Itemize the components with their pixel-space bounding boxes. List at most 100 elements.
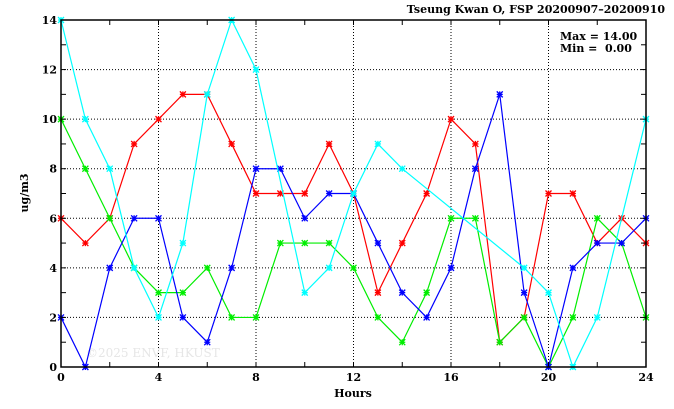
- data-point-blue: [496, 90, 504, 98]
- point-marker: [593, 214, 601, 222]
- data-point-green: [471, 214, 479, 222]
- data-point-cyan: [130, 264, 138, 272]
- point-marker: [545, 289, 552, 297]
- data-point-cyan: [81, 115, 89, 123]
- point-marker: [447, 214, 455, 222]
- y-tick-label: 4: [49, 262, 57, 275]
- point-marker: [545, 190, 552, 197]
- data-point-blue: [618, 239, 626, 247]
- point-marker: [130, 214, 138, 222]
- point-marker: [471, 140, 479, 148]
- point-marker: [301, 239, 309, 247]
- data-point-blue: [252, 165, 260, 173]
- data-point-blue: [325, 190, 333, 197]
- data-point-red: [81, 239, 89, 247]
- data-point-blue: [130, 214, 138, 222]
- point-marker: [252, 165, 260, 173]
- point-marker: [276, 190, 284, 197]
- point-marker: [276, 239, 284, 247]
- data-point-red: [423, 190, 431, 197]
- data-point-red: [155, 115, 162, 123]
- point-marker: [179, 90, 187, 98]
- point-marker: [374, 239, 382, 247]
- data-point-blue: [520, 289, 528, 297]
- point-marker: [203, 90, 211, 98]
- data-point-green: [276, 239, 284, 247]
- data-point-red: [276, 190, 284, 197]
- point-marker: [471, 214, 479, 222]
- data-point-green: [350, 264, 357, 272]
- data-point-green: [569, 313, 577, 321]
- series-green: [57, 115, 650, 371]
- point-marker: [398, 165, 406, 173]
- data-point-red: [130, 140, 138, 148]
- data-point-green: [81, 165, 89, 173]
- data-point-blue: [106, 264, 114, 272]
- x-tick-label: 24: [638, 371, 654, 384]
- grid: [61, 20, 646, 367]
- point-marker: [496, 338, 504, 346]
- data-point-green: [179, 289, 187, 297]
- point-marker: [569, 313, 577, 321]
- point-marker: [106, 214, 114, 222]
- point-marker: [374, 140, 382, 148]
- data-point-red: [325, 140, 333, 148]
- point-marker: [252, 313, 260, 321]
- point-marker: [520, 264, 528, 272]
- x-axis-label: Hours: [334, 387, 372, 400]
- data-point-cyan: [374, 140, 382, 148]
- point-marker: [155, 214, 162, 222]
- point-marker: [398, 289, 406, 297]
- data-point-cyan: [301, 289, 309, 297]
- data-point-cyan: [398, 165, 406, 173]
- point-marker: [471, 165, 479, 173]
- point-marker: [618, 239, 626, 247]
- x-tick-label: 0: [57, 371, 65, 384]
- y-tick-label: 10: [42, 113, 58, 126]
- point-marker: [130, 140, 138, 148]
- y-tick-label: 12: [42, 64, 57, 77]
- data-point-red: [179, 90, 187, 98]
- point-marker: [325, 239, 333, 247]
- point-marker: [179, 313, 187, 321]
- point-marker: [252, 66, 260, 74]
- y-tick-label: 8: [49, 163, 57, 176]
- data-point-blue: [374, 239, 382, 247]
- point-marker: [325, 140, 333, 148]
- point-marker: [81, 239, 89, 247]
- x-tick-label: 12: [346, 371, 361, 384]
- point-marker: [106, 264, 114, 272]
- data-point-red: [471, 140, 479, 148]
- data-point-green: [252, 313, 260, 321]
- point-marker: [350, 264, 357, 272]
- data-point-red: [398, 239, 406, 247]
- point-marker: [179, 239, 187, 247]
- data-point-green: [398, 338, 406, 346]
- data-point-green: [155, 289, 162, 297]
- point-marker: [423, 289, 431, 297]
- data-point-green: [325, 239, 333, 247]
- point-marker: [301, 190, 309, 197]
- data-point-blue: [301, 214, 309, 222]
- data-point-cyan: [350, 190, 357, 197]
- point-marker: [374, 289, 382, 297]
- y-tick-label: 6: [49, 212, 57, 225]
- point-marker: [447, 115, 455, 123]
- data-point-green: [374, 313, 382, 321]
- data-point-blue: [398, 289, 406, 297]
- data-point-blue: [179, 313, 187, 321]
- data-point-green: [228, 313, 236, 321]
- point-marker: [569, 264, 577, 272]
- point-marker: [325, 190, 333, 197]
- point-marker: [106, 165, 114, 173]
- data-point-cyan: [203, 90, 211, 98]
- data-point-blue: [228, 264, 236, 272]
- series-cyan: [57, 16, 650, 371]
- x-tick-label: 8: [252, 371, 260, 384]
- watermark: ©2025 ENVF, HKUST: [86, 346, 220, 360]
- point-marker: [398, 338, 406, 346]
- point-marker: [228, 264, 236, 272]
- data-point-green: [106, 214, 114, 222]
